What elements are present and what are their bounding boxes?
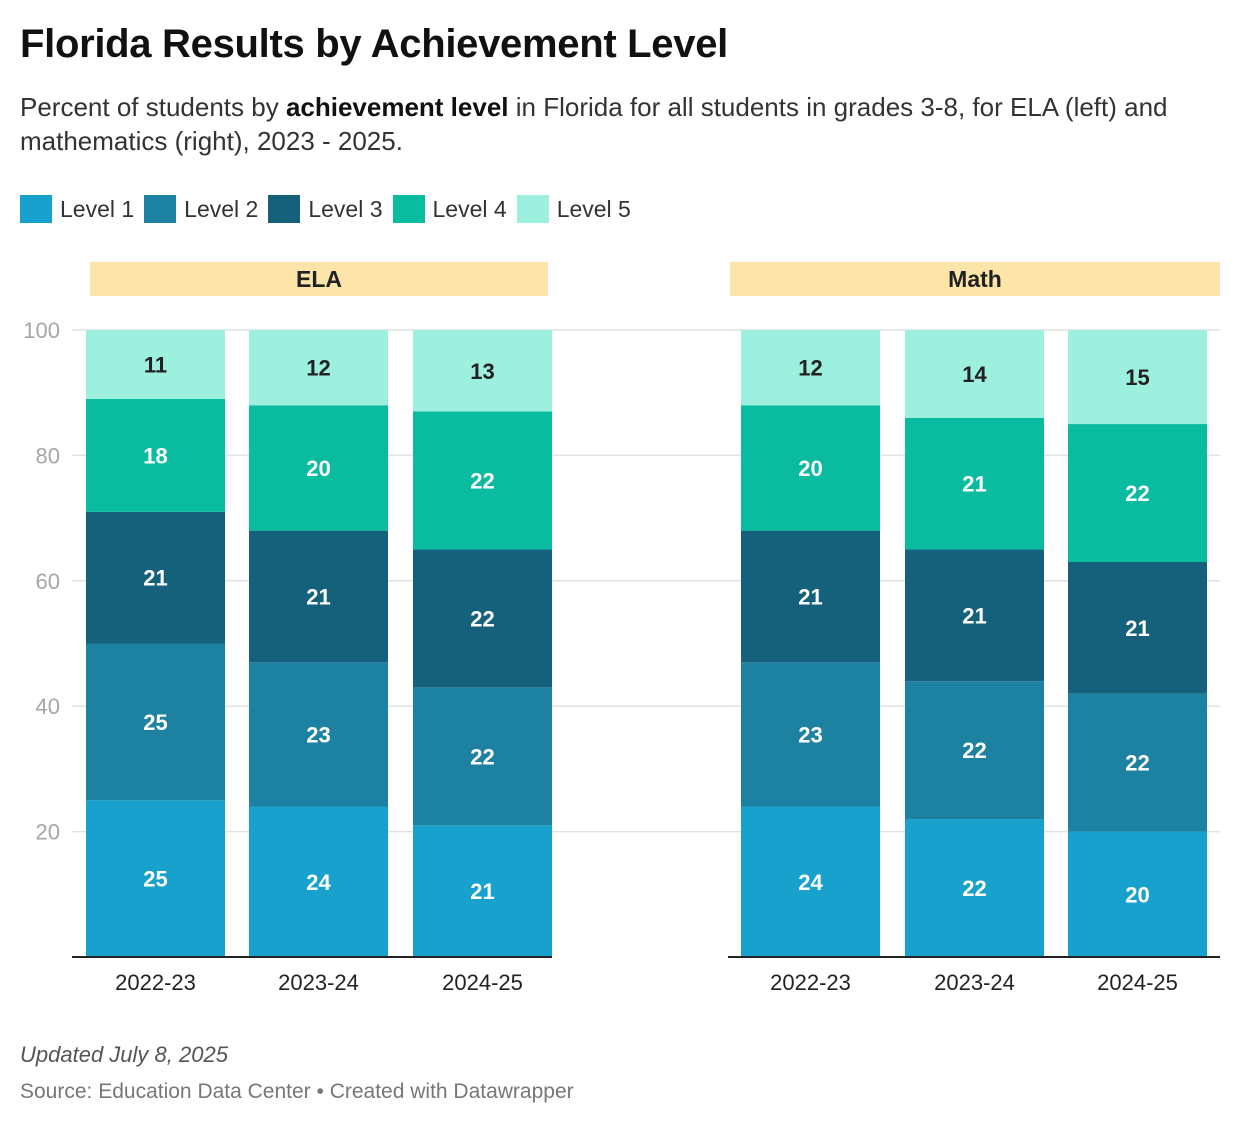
legend-swatch [516,195,549,223]
bar-segment [413,330,552,412]
legend-item-level-1: Level 1 [20,195,134,223]
legend: Level 1 Level 2 Level 3 Level 4 Level 5 [20,195,641,223]
x-tick-label: 2023-24 [934,970,1015,995]
bar-segment [413,411,552,550]
bar-segment [741,330,880,406]
data-label: 24 [306,870,331,895]
bar-segment [249,662,388,807]
legend-swatch [144,195,177,223]
y-tick-label: 20 [36,820,60,845]
y-tick-label: 100 [23,318,60,343]
x-tick-label: 2022-23 [115,970,196,995]
data-label: 15 [1125,365,1149,390]
bar-segment [86,330,225,399]
bar-segment [741,806,880,957]
bar-segment [249,806,388,957]
x-tick-label: 2024-25 [1097,970,1178,995]
data-label: 21 [470,879,494,904]
data-label: 22 [1125,751,1149,776]
data-label: 23 [798,722,822,747]
bar-segment [905,681,1044,820]
updated-note: Updated July 8, 2025 [20,1042,228,1067]
data-label: 21 [962,472,986,497]
bar-segment [86,511,225,644]
data-label: 20 [798,456,822,481]
subtitle-bold: achievement level [285,92,509,122]
bar-segment [86,800,225,957]
bar-segment [905,819,1044,957]
legend-item-level-5: Level 5 [516,195,631,223]
data-label: 22 [470,468,494,493]
chart-title: Florida Results by Achievement Level [20,22,728,66]
legend-item-level-4: Level 4 [392,195,507,223]
data-label: 12 [306,356,330,381]
x-tick-label: 2024-25 [442,970,523,995]
legend-swatch [268,195,301,223]
data-label: 21 [306,584,330,609]
legend-label: Level 4 [432,195,507,222]
bar-segment [741,530,880,663]
data-label: 22 [962,738,986,763]
bar-segment [905,417,1044,550]
data-label: 21 [962,603,986,628]
y-tick-label: 80 [36,443,60,468]
x-tick-label: 2022-23 [770,970,851,995]
legend-item-level-2: Level 2 [144,195,258,223]
data-label: 24 [798,870,823,895]
data-label: 20 [1125,882,1149,907]
bar-segment [1068,561,1207,694]
data-label: 21 [143,566,167,591]
source-note: Source: Education Data Center • Created … [20,1080,574,1103]
data-label: 22 [470,606,494,631]
data-label: 22 [1125,481,1149,506]
data-label: 25 [143,710,167,735]
bar-segment [413,549,552,688]
data-label: 18 [143,443,167,468]
facet-header-ela: ELA [90,262,548,296]
x-tick-label: 2023-24 [278,970,359,995]
subtitle-start: Percent of students by [20,92,286,122]
data-label: 22 [962,876,986,901]
chart-subtitle: Percent of students by achievement level… [20,90,1210,158]
legend-label: Level 5 [556,195,631,222]
legend-label: Level 3 [308,195,383,222]
bar-segment [1068,693,1207,832]
bar-segment [86,398,225,512]
y-tick-label: 40 [36,694,60,719]
bar-segment [1068,330,1207,425]
bar-segment [905,330,1044,418]
bar-segment [741,662,880,807]
data-label: 25 [143,867,167,892]
bar-segment [905,549,1044,682]
data-label: 21 [1125,616,1149,641]
data-label: 12 [798,356,822,381]
data-label: 23 [306,722,330,747]
bar-segment [413,825,552,957]
subtitle-end: in Florida for all students in grades 3-… [20,92,1168,156]
data-label: 14 [962,362,987,387]
data-label: 22 [470,744,494,769]
bar-segment [86,643,225,801]
legend-label: Level 2 [184,195,259,222]
bar-segment [1068,831,1207,957]
bar-segment [1068,424,1207,562]
bar-segment [741,405,880,531]
bar-segment [249,330,388,406]
legend-label: Level 1 [60,195,135,222]
data-label: 13 [470,359,494,384]
legend-item-level-3: Level 3 [268,195,383,223]
facet-header-math: Math [730,262,1220,296]
bar-segment [249,405,388,531]
legend-swatch [20,195,52,223]
data-label: 21 [798,584,822,609]
data-label: 11 [144,352,167,377]
bar-segment [249,530,388,663]
bar-segment [413,687,552,826]
data-label: 20 [306,456,330,481]
legend-swatch [392,195,425,223]
y-tick-label: 60 [36,569,60,594]
